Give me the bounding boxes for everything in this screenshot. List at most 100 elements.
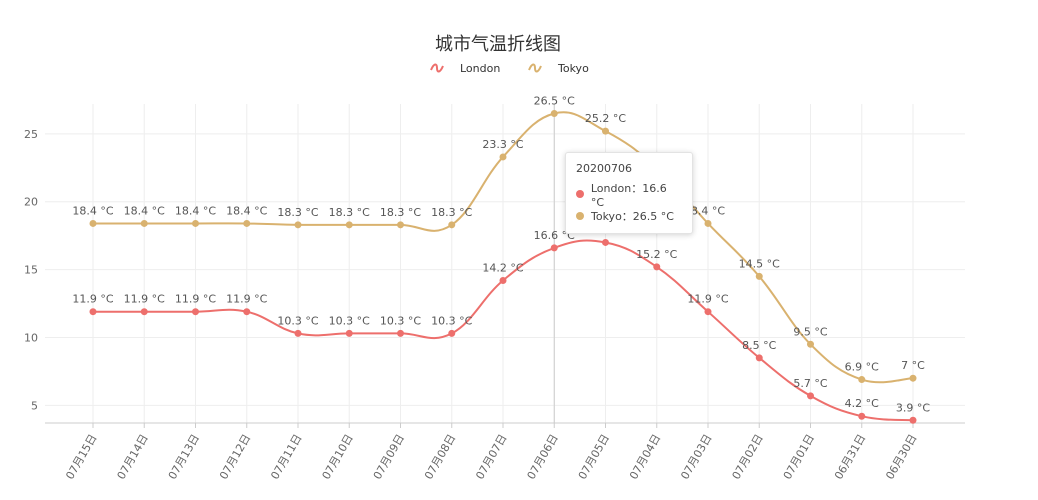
x-tick-label: 07月09日 (371, 432, 407, 482)
data-label-tokyo: 25.2 °C (585, 112, 626, 125)
legend[interactable]: London Tokyo (430, 62, 589, 75)
data-label-london: 10.3 °C (277, 314, 318, 327)
data-label-london: 11.9 °C (687, 293, 728, 306)
x-tick-label: 07月03日 (678, 432, 714, 482)
point-tokyo[interactable] (807, 340, 814, 348)
x-tick-label: 07月05日 (576, 432, 612, 482)
point-tokyo[interactable] (294, 221, 302, 229)
data-label-tokyo: 18.3 °C (431, 206, 472, 219)
chart-title: 城市气温折线图 (435, 34, 561, 55)
point-london[interactable] (653, 263, 661, 271)
point-london[interactable] (807, 392, 814, 400)
point-london[interactable] (89, 308, 97, 316)
data-label-tokyo: 18.4 °C (226, 204, 267, 217)
data-label-tokyo: 14.5 °C (739, 257, 780, 270)
tooltip-row-london: London：16.6 °C (576, 182, 682, 209)
point-london[interactable] (755, 354, 763, 362)
data-label-london: 4.2 °C (845, 397, 879, 410)
legend-item-london[interactable]: London (430, 62, 500, 75)
point-london[interactable] (858, 412, 866, 420)
data-label-london: 14.2 °C (482, 261, 523, 274)
point-london[interactable] (140, 308, 148, 316)
tooltip-title: 20200706 (576, 162, 632, 175)
point-london[interactable] (909, 416, 917, 424)
x-tick-label: 07月04日 (627, 432, 663, 482)
data-label-london: 10.3 °C (431, 314, 472, 327)
data-label-tokyo: 18.3 °C (329, 206, 370, 219)
point-tokyo[interactable] (397, 221, 404, 229)
point-tokyo[interactable] (89, 219, 97, 227)
series-group (89, 110, 917, 424)
grid (45, 104, 965, 423)
legend-item-tokyo[interactable]: Tokyo (528, 62, 589, 75)
axes: 5 10 15 20 25 07月15日 07月14日 07月13日 07月12日 07月11日 0… (24, 128, 965, 482)
legend-label-tokyo: Tokyo (557, 62, 589, 75)
data-label-tokyo: 18.3 °C (380, 206, 421, 219)
x-tick-label: 07月02日 (730, 432, 766, 482)
point-london[interactable] (294, 329, 302, 337)
x-tick-label: 07月06日 (525, 432, 561, 482)
tooltip-tokyo-value: Tokyo：26.5 °C (591, 210, 674, 223)
data-label-tokyo: 23.3 °C (482, 138, 523, 151)
tooltip-london-value: London：16.6 °C (590, 181, 667, 209)
tooltip-row-tokyo: Tokyo：26.5 °C (576, 205, 682, 227)
point-tokyo[interactable] (243, 219, 251, 227)
data-labels: 11.9 °C 11.9 °C 11.9 °C 11.9 °C 10.3 °C 10.3 … (72, 95, 930, 415)
data-label-tokyo: 9.5 °C (793, 325, 827, 338)
x-tick-label: 07月14日 (115, 432, 151, 482)
point-london[interactable] (550, 244, 558, 252)
y-tick-label: 25 (24, 128, 38, 141)
data-label-london: 15.2 °C (636, 248, 677, 261)
y-tick-label: 20 (24, 196, 38, 209)
data-label-london: 8.5 °C (742, 339, 776, 352)
data-label-london: 11.9 °C (226, 293, 267, 306)
y-tick-label: 10 (24, 331, 38, 344)
point-london[interactable] (704, 308, 712, 316)
point-tokyo[interactable] (345, 221, 353, 229)
data-label-tokyo: 8.4 °C (691, 204, 725, 217)
x-tick-label: 07月01日 (781, 432, 817, 482)
x-tick-label: 07月11日 (268, 432, 304, 482)
point-tokyo[interactable] (550, 110, 558, 118)
point-london[interactable] (192, 308, 199, 316)
point-tokyo[interactable] (755, 272, 763, 280)
x-tick-label: 07月08日 (422, 432, 458, 482)
point-tokyo[interactable] (140, 219, 148, 227)
data-label-london: 11.9 °C (72, 293, 113, 306)
point-london[interactable] (499, 276, 507, 284)
point-london[interactable] (448, 329, 456, 337)
point-tokyo[interactable] (499, 153, 507, 161)
legend-symbol-tokyo (528, 63, 542, 73)
point-tokyo[interactable] (602, 127, 609, 135)
data-label-london: 3.9 °C (896, 401, 930, 414)
x-tick-label: 06月31日 (832, 432, 868, 482)
x-tick-label: 06月30日 (883, 432, 919, 482)
data-label-london: 11.9 °C (175, 293, 216, 306)
point-tokyo[interactable] (909, 374, 917, 382)
series-line-tokyo (92, 111, 914, 384)
x-tick-label: 07月13日 (166, 432, 202, 482)
data-label-tokyo: 18.4 °C (175, 204, 216, 217)
point-london[interactable] (602, 238, 609, 246)
legend-label-london: London (460, 62, 500, 75)
point-tokyo[interactable] (704, 219, 712, 227)
data-label-tokyo: 18.3 °C (277, 206, 318, 219)
y-tick-label: 5 (31, 399, 38, 412)
point-tokyo[interactable] (448, 221, 456, 229)
point-london[interactable] (397, 329, 404, 337)
tokyo-dot-icon (576, 212, 584, 220)
point-tokyo[interactable] (858, 376, 866, 384)
x-tick-label: 07月07日 (473, 432, 509, 482)
point-london[interactable] (243, 308, 251, 316)
point-london[interactable] (345, 329, 353, 337)
data-label-tokyo: 7 °C (901, 359, 925, 372)
data-label-london: 10.3 °C (380, 314, 421, 327)
x-tick-label: 07月10日 (320, 432, 356, 482)
y-tick-label: 15 (24, 264, 38, 277)
data-label-london: 16.6 °C (534, 229, 575, 242)
data-label-tokyo: 18.4 °C (124, 204, 165, 217)
data-label-tokyo: 26.5 °C (534, 95, 575, 108)
data-label-london: 10.3 °C (329, 314, 370, 327)
data-label-london: 5.7 °C (793, 377, 827, 390)
point-tokyo[interactable] (192, 219, 199, 227)
